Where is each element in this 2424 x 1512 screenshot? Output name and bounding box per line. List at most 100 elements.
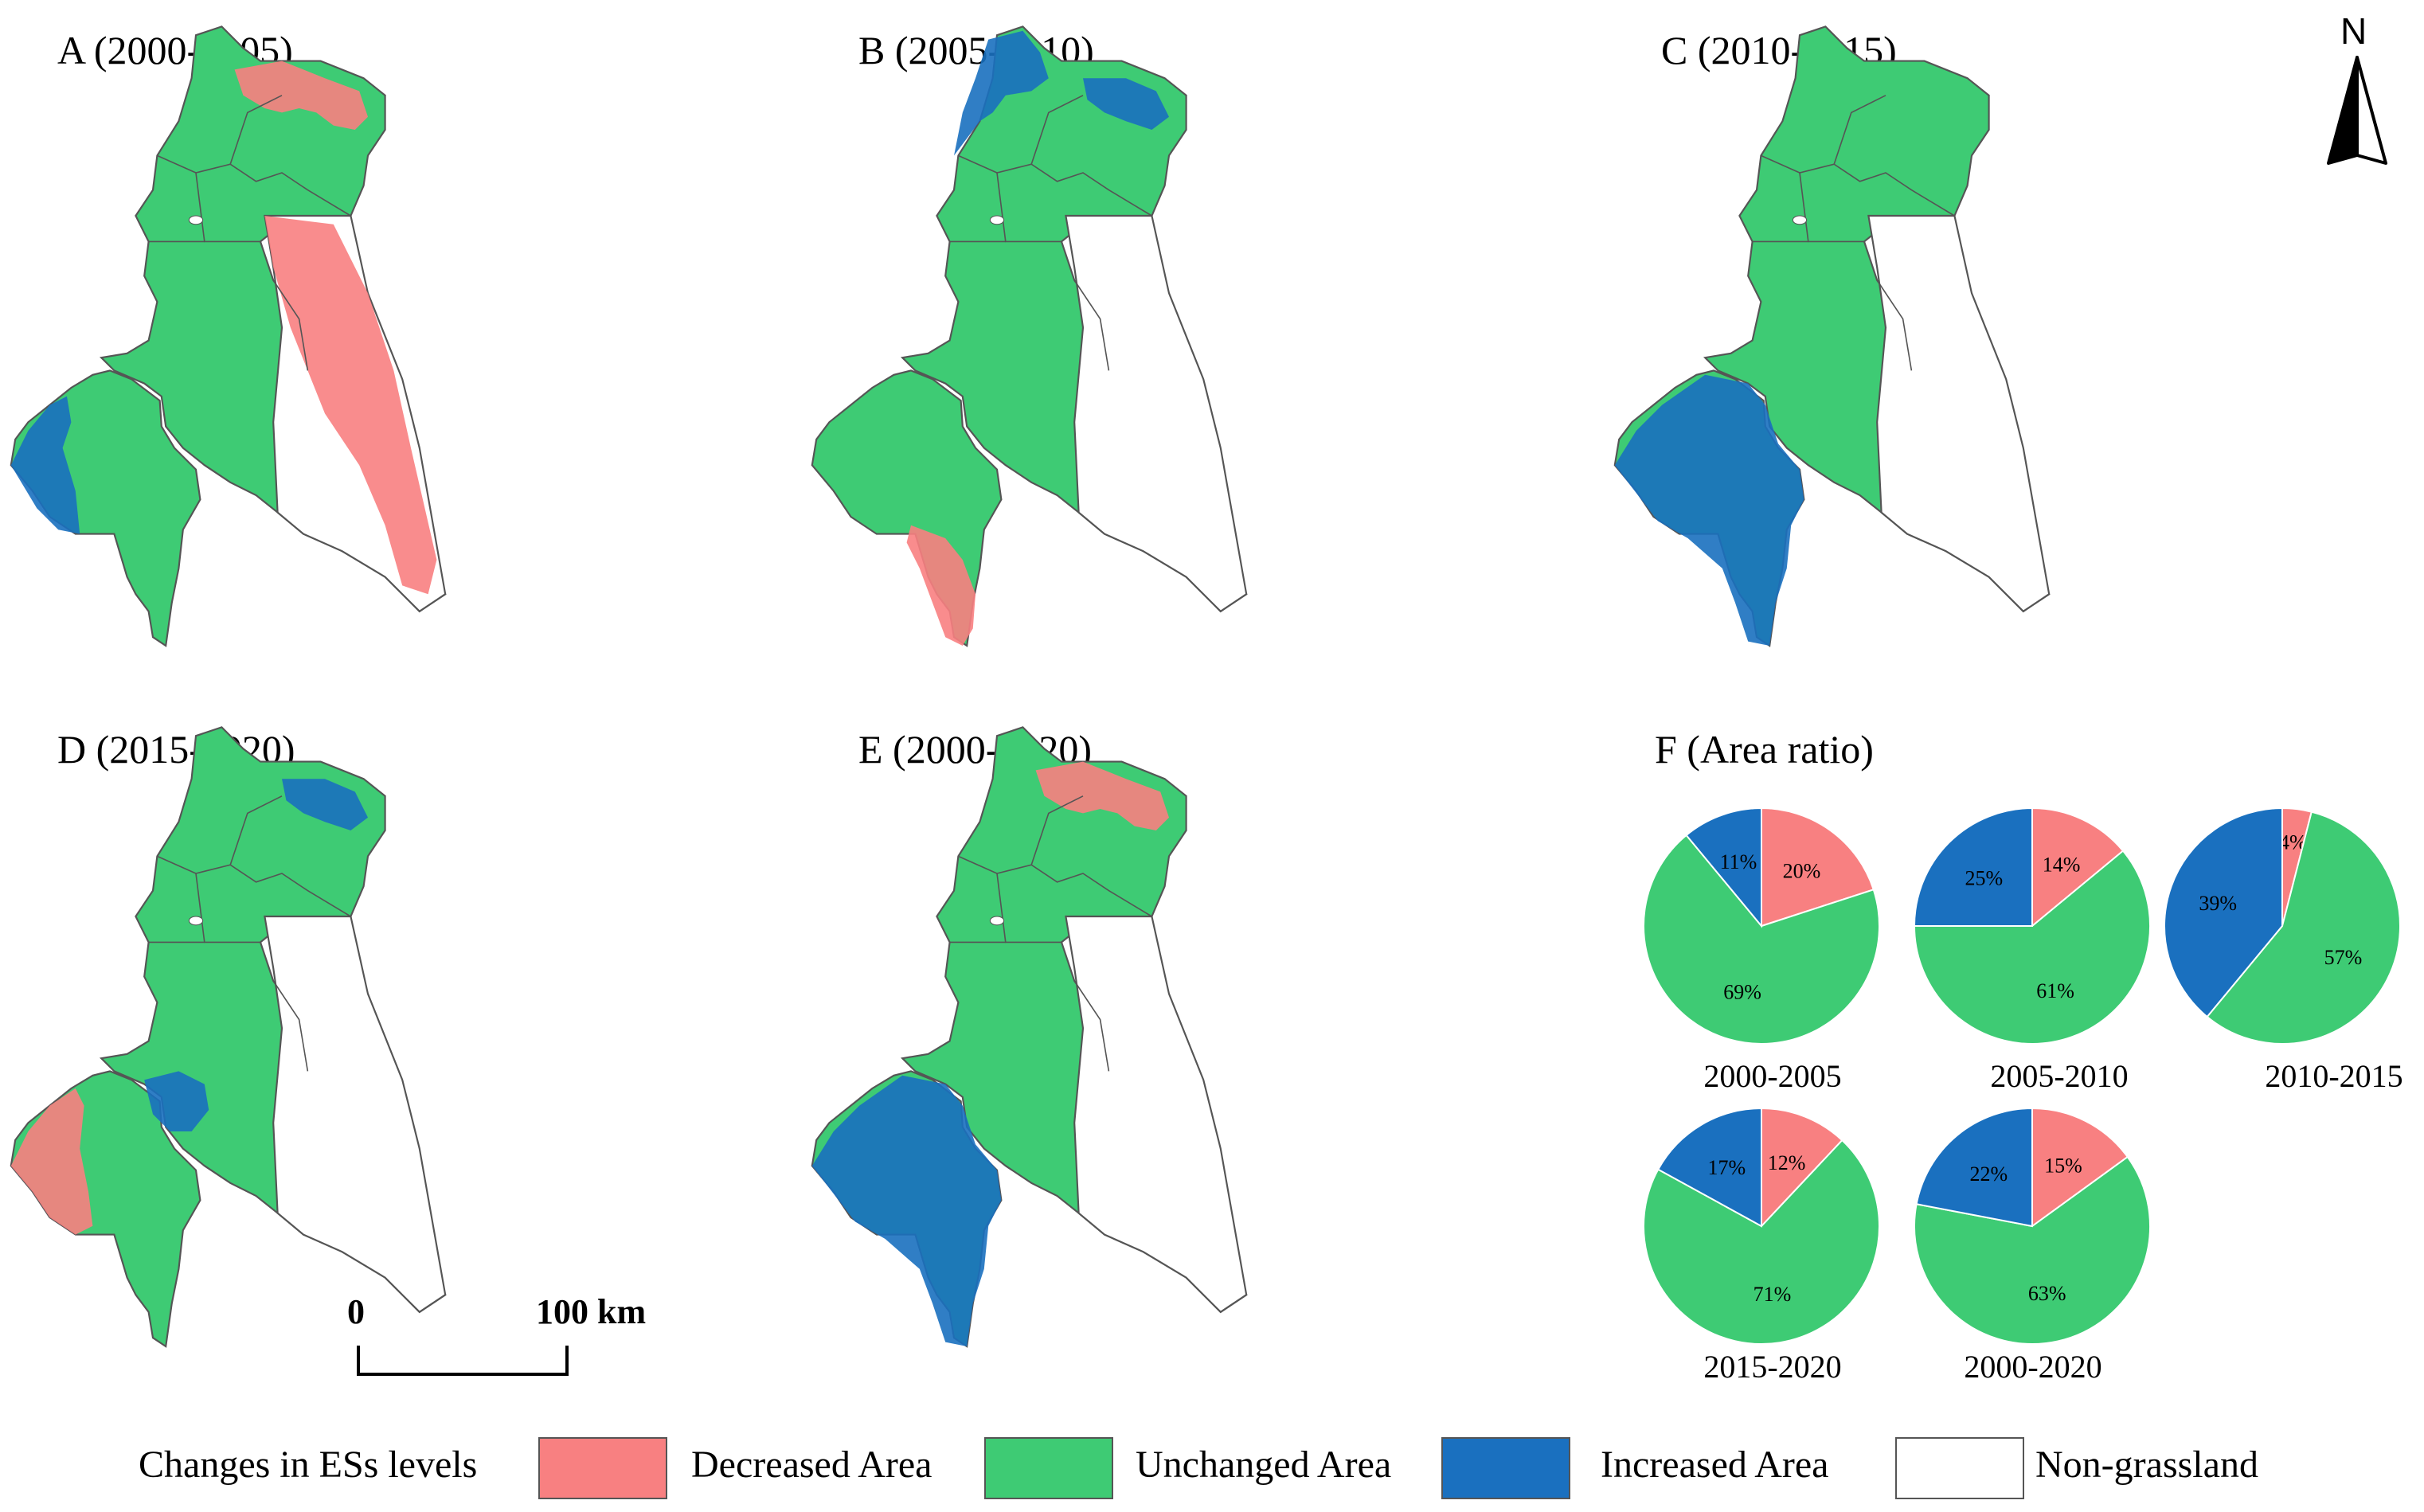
county-boundary <box>229 95 283 165</box>
pie-label-decreased: 14% <box>2043 853 2081 876</box>
county-boundary <box>272 980 309 1072</box>
pie-slice-unchanged <box>2206 811 2401 1045</box>
region-decreased-north <box>1035 761 1169 830</box>
map-region-group <box>10 25 447 647</box>
lake-marker <box>188 916 204 926</box>
pie-slice-increased <box>1915 1107 2033 1228</box>
region-decreased-south <box>906 525 975 646</box>
map-region-group <box>811 726 1248 1348</box>
pie-label-increased: 17% <box>1707 1156 1746 1179</box>
pie-chart-2010-2015: 4%57%39% <box>2163 807 2401 1045</box>
scale-bar-start: 0 <box>347 1292 365 1331</box>
legend-label-decreased: Decreased Area <box>691 1444 932 1486</box>
region-increased-north <box>954 30 1049 156</box>
county-boundary <box>1073 279 1110 371</box>
pie-chart-2005-2010: 14% 61% 25% <box>1913 807 2151 1045</box>
region-increased-southwest <box>1614 374 1804 646</box>
pie-slice-unchanged <box>1643 1139 1880 1345</box>
pie-label-increased: 25% <box>1965 866 2003 889</box>
map-panel-e <box>811 726 1248 1348</box>
region-increased-southwest <box>811 1075 1002 1346</box>
pie-slice-increased <box>1656 1107 1762 1228</box>
pie-slice-decreased <box>2031 807 2125 928</box>
region-increased-center <box>144 1071 209 1131</box>
pie-caption-2010-2015: 2010-2015 <box>2265 1058 2403 1094</box>
legend-swatch-decreased <box>538 1437 667 1499</box>
panel-f-title: F (Area ratio) <box>1655 727 1874 772</box>
pie-chart-2015-2020: 12% 71% 17% <box>1643 1107 1880 1345</box>
map-region-group <box>10 726 447 1348</box>
non-grassland-east <box>1065 915 1248 1314</box>
map-panel-d <box>10 726 447 1348</box>
lake-marker <box>989 215 1005 225</box>
pie-slice-decreased <box>1761 807 1875 928</box>
county-boundary <box>958 855 1152 917</box>
pie-slice-unchanged <box>1913 850 2151 1045</box>
pie-slice-unchanged <box>1643 834 1880 1045</box>
lake-marker <box>1792 215 1808 225</box>
county-boundary <box>1761 154 1955 217</box>
map-panel-a <box>10 25 447 647</box>
county-boundary <box>1030 95 1084 165</box>
region-decreased-west <box>10 1088 93 1235</box>
pie-label-increased: 39% <box>2199 892 2237 915</box>
pie-chart-2000-2020: 15% 63% 22% <box>1914 1107 2151 1345</box>
county-boundary <box>195 172 261 243</box>
pie-caption-2000-2005: 2000-2005 <box>1703 1058 1842 1094</box>
pie-slice-decreased <box>2031 1107 2129 1228</box>
pie-caption-2015-2020: 2015-2020 <box>1703 1349 1842 1385</box>
pie-slice-increased <box>2163 807 2283 1018</box>
north-arrow-icon <box>2327 56 2387 165</box>
legend-label-increased: Increased Area <box>1601 1444 1829 1486</box>
non-grassland-east <box>1065 214 1248 613</box>
pie-label-unchanged: 69% <box>1723 980 1761 1003</box>
county-boundary <box>1799 172 1865 243</box>
map-panel-b <box>811 25 1248 647</box>
pie-caption-2005-2010: 2005-2010 <box>1990 1058 2129 1094</box>
scale-bar <box>357 1346 569 1376</box>
county-boundary <box>958 154 1152 217</box>
region-increased-east <box>1083 78 1169 130</box>
map-region-group <box>811 25 1248 647</box>
pie-label-unchanged: 71% <box>1753 1283 1792 1306</box>
county-boundary <box>1030 795 1084 865</box>
pie-caption-2000-2020: 2000-2020 <box>1964 1349 2102 1385</box>
region-decreased-north <box>234 61 369 130</box>
pie-label-decreased: 12% <box>1768 1151 1806 1174</box>
county-boundary <box>1073 980 1110 1072</box>
county-boundary <box>996 172 1062 243</box>
pie-slice-decreased <box>1761 1107 1843 1229</box>
scale-bar-end: 100 km <box>536 1292 647 1331</box>
county-boundary <box>1876 279 1913 371</box>
legend-label-non-grassland: Non-grassland <box>2035 1444 2258 1486</box>
north-label: N <box>2340 10 2367 52</box>
pie-label-unchanged: 63% <box>2028 1282 2066 1305</box>
pie-slice-unchanged <box>1914 1155 2151 1345</box>
pie-slice-increased <box>1685 807 1762 928</box>
pie-label-decreased: 20% <box>1783 860 1821 883</box>
pie-label-unchanged: 57% <box>2324 946 2363 969</box>
pie-label-increased: 22% <box>1969 1162 2008 1186</box>
lake-marker <box>989 916 1005 926</box>
lake-marker <box>188 215 204 225</box>
pie-label-decreased: 15% <box>2044 1155 2082 1178</box>
county-boundary <box>272 279 309 371</box>
legend-swatch-unchanged <box>984 1437 1113 1499</box>
pie-chart-2000-2005: 20% 69% 11% <box>1643 807 1880 1045</box>
pie-label-increased: 11% <box>1720 850 1757 873</box>
county-boundary <box>229 795 283 865</box>
non-grassland-east <box>264 915 447 1314</box>
pie-slice-increased <box>1913 807 2033 927</box>
county-boundary <box>996 873 1062 944</box>
pie-label-unchanged: 61% <box>2036 979 2074 1002</box>
county-boundary <box>195 873 261 944</box>
non-grassland-east <box>1867 214 2051 613</box>
legend-swatch-non-grassland <box>1895 1437 2024 1499</box>
legend-title: Changes in ESs levels <box>139 1444 478 1486</box>
region-increased-east <box>282 779 369 830</box>
legend-label-unchanged: Unchanged Area <box>1136 1444 1392 1486</box>
map-panel-c <box>1613 25 2051 647</box>
legend-swatch-increased <box>1441 1437 1570 1499</box>
map-region-group <box>1613 25 2051 647</box>
